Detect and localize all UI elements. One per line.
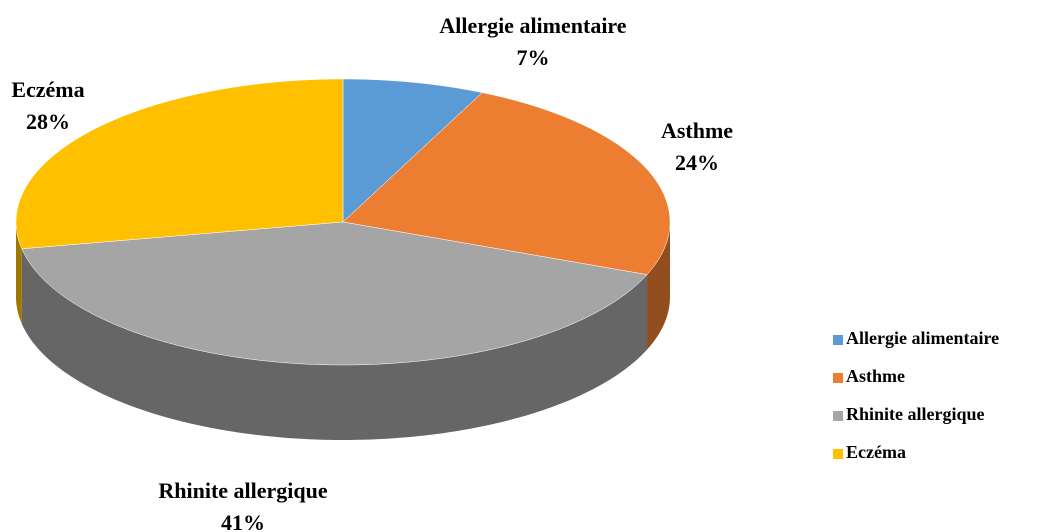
legend-label: Rhinite allergique	[846, 404, 985, 424]
legend-swatch	[833, 449, 843, 459]
data-label-name: Eczéma	[11, 77, 84, 102]
slice	[21, 221, 648, 366]
slice	[342, 78, 483, 223]
legend-swatch	[833, 411, 843, 421]
legend-label: Eczéma	[846, 442, 906, 462]
slice-side	[16, 222, 22, 324]
slice	[15, 78, 344, 250]
data-label-name: Asthme	[661, 118, 733, 143]
slice-side	[647, 222, 670, 350]
legend-swatch	[833, 373, 843, 383]
data-label-value: 7%	[517, 45, 550, 70]
data-label-name: Allergie alimentaire	[439, 13, 626, 38]
data-label-value: 28%	[26, 109, 70, 134]
legend-label: Allergie alimentaire	[846, 328, 999, 348]
slice-side	[21, 248, 648, 440]
data-label-value: 41%	[221, 510, 265, 532]
data-label-name: Rhinite allergique	[158, 478, 328, 503]
slice	[342, 92, 671, 275]
legend-swatch	[833, 335, 843, 345]
data-label-value: 24%	[675, 150, 719, 175]
legend-label: Asthme	[846, 366, 905, 386]
